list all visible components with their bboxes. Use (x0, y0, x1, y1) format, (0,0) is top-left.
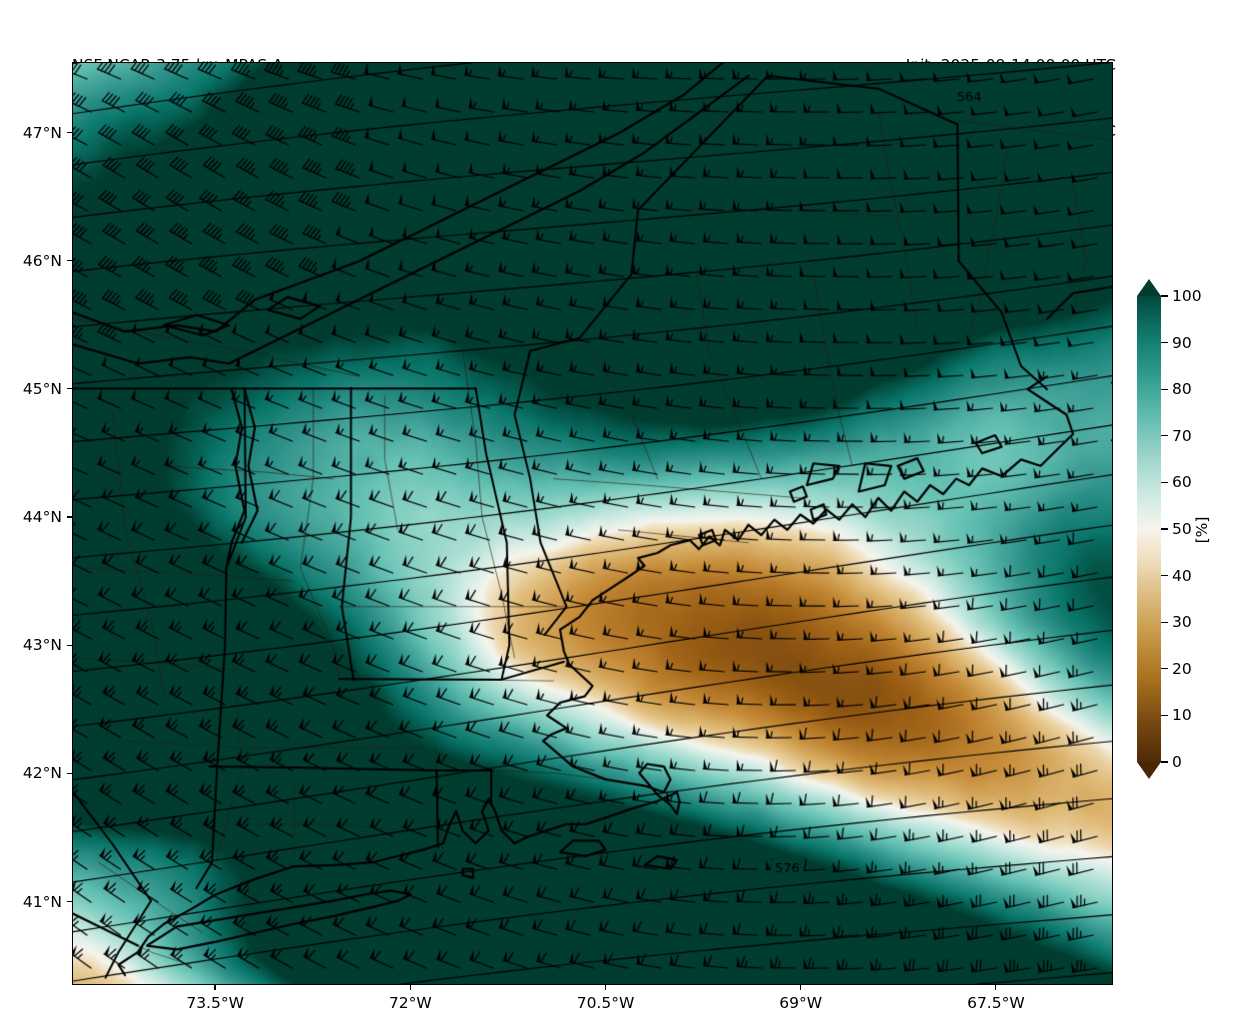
longitude-tick-label: 72°W (388, 994, 432, 1012)
longitude-tick-label: 67.5°W (967, 994, 1025, 1012)
latitude-tick-label: 46°N (22, 251, 62, 270)
colorbar-tick-mark (1161, 714, 1168, 717)
colorbar-tick-label: 90 (1172, 333, 1192, 352)
colorbar-tick-mark (1161, 295, 1168, 297)
longitude-tick-mark (995, 985, 997, 990)
latitude-tick-mark (67, 900, 72, 903)
colorbar-units-label: [%] (1193, 516, 1211, 544)
latitude-tick-label: 47°N (22, 123, 62, 142)
colorbar-tick-label: 40 (1172, 566, 1192, 585)
colorbar-gradient (1137, 296, 1161, 762)
colorbar-tick-mark (1161, 761, 1168, 763)
colorbar-tick-label: 20 (1172, 659, 1192, 678)
latitude-tick-mark (67, 772, 72, 775)
colorbar-tick-label: 50 (1172, 520, 1192, 538)
latitude-tick-mark (67, 644, 72, 646)
latitude-tick-label: 44°N (22, 508, 62, 527)
colorbar-tick-mark (1161, 621, 1168, 623)
colorbar-tick-mark (1161, 388, 1168, 390)
longitude-tick-mark (604, 985, 607, 990)
longitude-tick-label: 70.5°W (576, 994, 635, 1012)
longitude-tick-label: 69°W (779, 994, 823, 1012)
longitude-tick-label: 73.5°W (186, 994, 244, 1012)
colorbar-extend-min-arrow (1137, 762, 1161, 779)
colorbar-tick-label: 0 (1172, 753, 1182, 771)
colorbar-extend-max-arrow (1137, 279, 1161, 296)
longitude-tick-mark (800, 985, 802, 990)
colorbar-tick-mark (1161, 341, 1168, 344)
latitude-tick-mark (67, 516, 72, 518)
colorbar-tick-mark (1161, 481, 1168, 484)
longitude-tick-mark (409, 985, 411, 990)
colorbar-tick-label: 100 (1172, 287, 1202, 305)
colorbar-tick-label: 60 (1172, 473, 1192, 492)
colorbar-tick-label: 70 (1172, 426, 1192, 445)
colorbar-tick-mark (1161, 574, 1168, 577)
latitude-tick-label: 43°N (22, 636, 62, 655)
latitude-tick-label: 45°N (22, 379, 62, 398)
colorbar-tick-label: 10 (1172, 706, 1192, 725)
colorbar-tick-label: 30 (1172, 613, 1192, 632)
map-plot-area[interactable] (72, 62, 1113, 985)
latitude-tick-mark (67, 260, 72, 262)
latitude-tick-mark (67, 131, 72, 134)
latitude-axis: 41°N 42°N 43°N 44°N 45°N 46°N 47°N (0, 0, 72, 1032)
longitude-tick-mark (214, 985, 216, 990)
latitude-tick-mark (67, 388, 72, 390)
latitude-tick-label: 41°N (22, 892, 62, 911)
colorbar-tick-mark (1161, 528, 1168, 530)
latitude-tick-label: 42°N (22, 764, 62, 783)
humidity-field-canvas (73, 63, 1112, 984)
colorbar-tick-label: 80 (1172, 380, 1192, 399)
colorbar-tick-mark (1161, 435, 1168, 437)
colorbar-tick-mark (1161, 668, 1168, 670)
colorbar[interactable]: 0 10 20 30 40 50 60 70 80 90 100 (1137, 279, 1202, 779)
